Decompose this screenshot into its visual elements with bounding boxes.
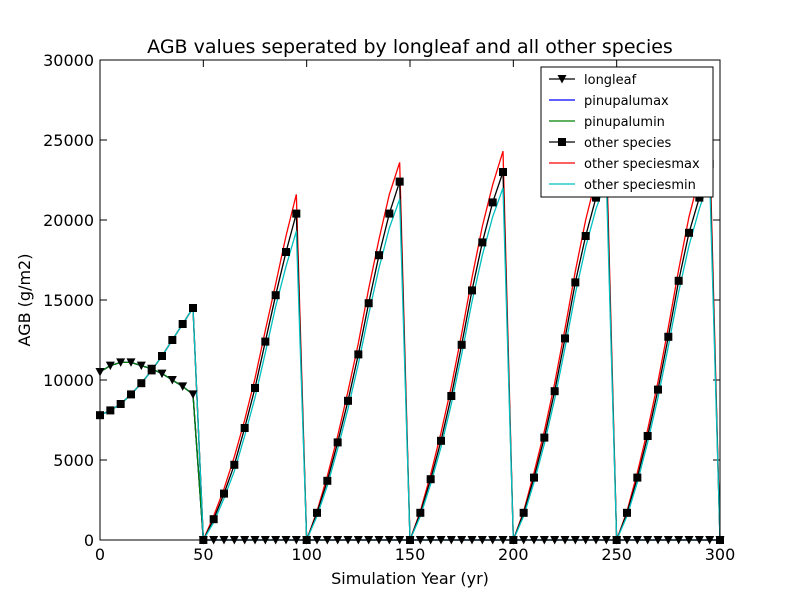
data-point-square bbox=[571, 278, 580, 287]
data-point-square bbox=[344, 396, 352, 405]
data-point-triangle bbox=[126, 358, 136, 367]
data-point-square bbox=[261, 337, 270, 346]
data-point-triangle bbox=[167, 376, 177, 385]
data-point-square bbox=[488, 198, 497, 207]
data-point-square bbox=[416, 508, 425, 517]
y-tick-label: 0 bbox=[84, 531, 94, 550]
x-tick-label: 250 bbox=[601, 545, 632, 564]
data-point-square bbox=[695, 193, 704, 202]
data-point-square bbox=[292, 209, 301, 218]
data-point-square bbox=[478, 238, 487, 247]
x-tick-label: 300 bbox=[705, 545, 736, 564]
data-point-square bbox=[561, 334, 569, 343]
legend-label: longleaf bbox=[584, 73, 637, 88]
data-point-square bbox=[178, 320, 187, 328]
x-tick-label: 50 bbox=[193, 545, 213, 564]
data-point-square bbox=[581, 232, 590, 240]
data-point-square bbox=[592, 193, 600, 202]
legend-marker-square bbox=[558, 138, 566, 146]
data-point-triangle bbox=[157, 369, 167, 379]
data-point-square bbox=[251, 384, 259, 392]
data-point-square bbox=[457, 340, 466, 349]
data-point-square bbox=[271, 291, 280, 300]
data-point-square bbox=[540, 433, 549, 442]
data-point-square bbox=[633, 473, 642, 482]
data-point-triangle bbox=[178, 382, 188, 391]
legend-label: other speciesmax bbox=[584, 157, 700, 172]
data-point-square bbox=[395, 177, 404, 186]
data-point-square bbox=[106, 406, 115, 415]
data-point-square bbox=[158, 352, 166, 360]
data-point-square bbox=[313, 508, 321, 517]
x-tick-label: 200 bbox=[498, 545, 529, 564]
data-point-square bbox=[530, 473, 538, 482]
data-point-square bbox=[385, 209, 394, 218]
data-point-triangle bbox=[188, 390, 198, 399]
data-point-square bbox=[643, 432, 652, 440]
y-tick-label: 25000 bbox=[43, 131, 94, 150]
data-point-square bbox=[189, 304, 197, 312]
data-point-triangle bbox=[116, 358, 126, 367]
data-point-square bbox=[137, 379, 146, 388]
data-point-square bbox=[447, 392, 456, 400]
data-point-triangle bbox=[136, 361, 146, 371]
data-point-square bbox=[664, 332, 673, 341]
legend-label: pinupalumax bbox=[584, 94, 669, 109]
legend-marker-triangle bbox=[557, 75, 567, 84]
data-point-square bbox=[282, 248, 290, 256]
legend-label: pinupalumin bbox=[584, 115, 665, 130]
data-point-triangle bbox=[147, 364, 157, 374]
x-tick-label: 0 bbox=[95, 545, 105, 564]
data-point-square bbox=[550, 387, 559, 396]
data-point-square bbox=[426, 475, 435, 484]
axes-frame bbox=[99, 59, 721, 541]
y-tick-label: 20000 bbox=[43, 211, 94, 230]
data-point-square bbox=[230, 460, 239, 469]
data-point-square bbox=[375, 251, 383, 260]
data-point-square bbox=[468, 286, 476, 295]
chart-title: AGB values seperated by longleaf and all… bbox=[147, 36, 673, 58]
series-line-other-speciesmax bbox=[99, 144, 721, 541]
data-point-square bbox=[354, 350, 363, 359]
data-point-square bbox=[209, 515, 218, 524]
y-axis-title: AGB (g/m2) bbox=[15, 254, 34, 347]
x-tick-label: 150 bbox=[395, 545, 426, 564]
x-axis-title: Simulation Year (yr) bbox=[331, 569, 489, 588]
data-point-square bbox=[654, 385, 662, 394]
series-line-other-speciesmin bbox=[99, 178, 721, 543]
data-point-square bbox=[519, 508, 528, 517]
data-point-square bbox=[168, 336, 177, 344]
x-tick-label: 100 bbox=[291, 545, 322, 564]
legend: longleaf pinupalumax pinupalumin other spec… bbox=[540, 66, 714, 198]
legend-label: other species bbox=[584, 136, 672, 151]
data-point-square bbox=[437, 436, 445, 445]
data-point-square bbox=[333, 438, 342, 447]
data-point-square bbox=[240, 424, 249, 432]
y-tick-label: 10000 bbox=[43, 371, 94, 390]
data-point-square bbox=[674, 276, 683, 285]
y-tick-label: 5000 bbox=[53, 451, 94, 470]
data-point-square bbox=[364, 299, 373, 308]
data-point-square bbox=[685, 228, 693, 237]
legend-box bbox=[540, 66, 714, 198]
data-point-square bbox=[323, 476, 332, 485]
y-tick-label: 15000 bbox=[43, 291, 94, 310]
series-line-other-species bbox=[99, 163, 721, 543]
data-point-square bbox=[127, 390, 135, 399]
data-point-square bbox=[116, 400, 125, 408]
data-point-triangle bbox=[105, 361, 115, 371]
series-markers-other-species bbox=[96, 160, 724, 544]
data-point-square bbox=[623, 508, 631, 517]
legend-label: other speciesmin bbox=[584, 178, 696, 193]
y-tick-label: 30000 bbox=[43, 51, 94, 70]
data-point-square bbox=[220, 489, 228, 498]
data-point-square bbox=[499, 168, 507, 176]
